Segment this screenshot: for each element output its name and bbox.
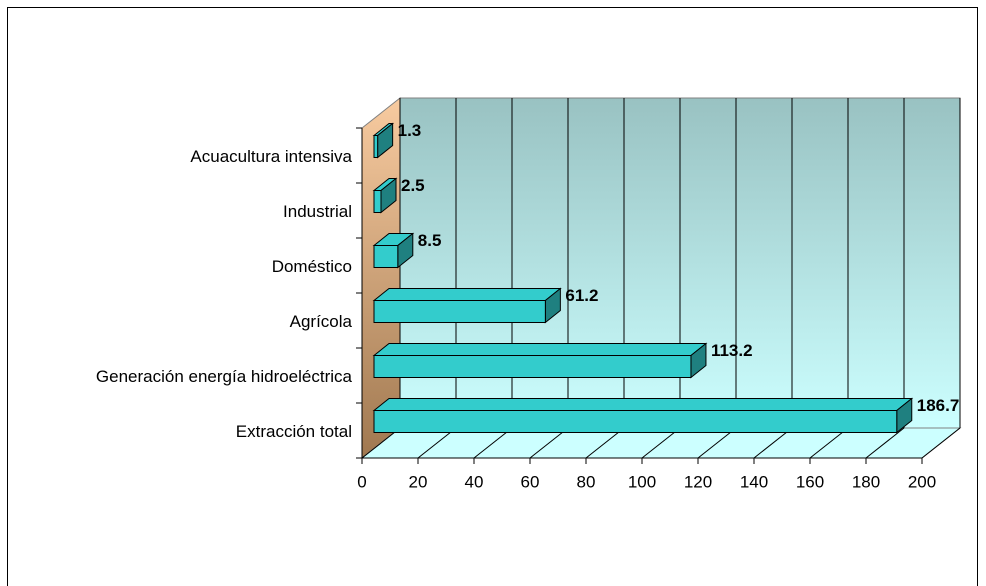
bar <box>373 410 898 433</box>
y-tick-label: Doméstico <box>272 257 352 276</box>
x-tick-label: 120 <box>684 472 712 491</box>
value-label: 113.2 <box>711 341 753 360</box>
bar <box>373 300 546 323</box>
x-tick-label: 80 <box>577 472 596 491</box>
bar-top <box>372 288 562 301</box>
bar <box>373 135 379 158</box>
x-tick-label: 100 <box>628 472 656 491</box>
y-tick-label: Extracción total <box>236 422 352 441</box>
bar-top <box>372 398 914 411</box>
x-tick-label: 200 <box>908 472 936 491</box>
x-tick-label: 180 <box>852 472 880 491</box>
x-tick-label: 160 <box>796 472 824 491</box>
floor-grid-line <box>921 427 961 459</box>
bar <box>373 355 692 378</box>
value-label: 1.3 <box>398 121 422 140</box>
x-tick-label: 40 <box>465 472 484 491</box>
value-label: 2.5 <box>401 176 425 195</box>
floor-grid-line <box>865 427 905 459</box>
x-tick-label: 60 <box>521 472 540 491</box>
y-tick-label: Generación energía hidroeléctrica <box>96 367 353 386</box>
x-tick-label: 0 <box>357 472 366 491</box>
y-tick-label: Acuacultura intensiva <box>190 147 352 166</box>
bar <box>373 190 382 213</box>
value-label: 8.5 <box>418 231 442 250</box>
y-tick-label: Industrial <box>283 202 352 221</box>
x-tick-label: 140 <box>740 472 768 491</box>
bar-top <box>372 343 708 356</box>
bar <box>373 245 399 268</box>
y-tick-label: Agrícola <box>290 312 353 331</box>
value-label: 186.7 <box>917 396 960 415</box>
value-label: 61.2 <box>565 286 598 305</box>
x-tick-label: 20 <box>409 472 428 491</box>
